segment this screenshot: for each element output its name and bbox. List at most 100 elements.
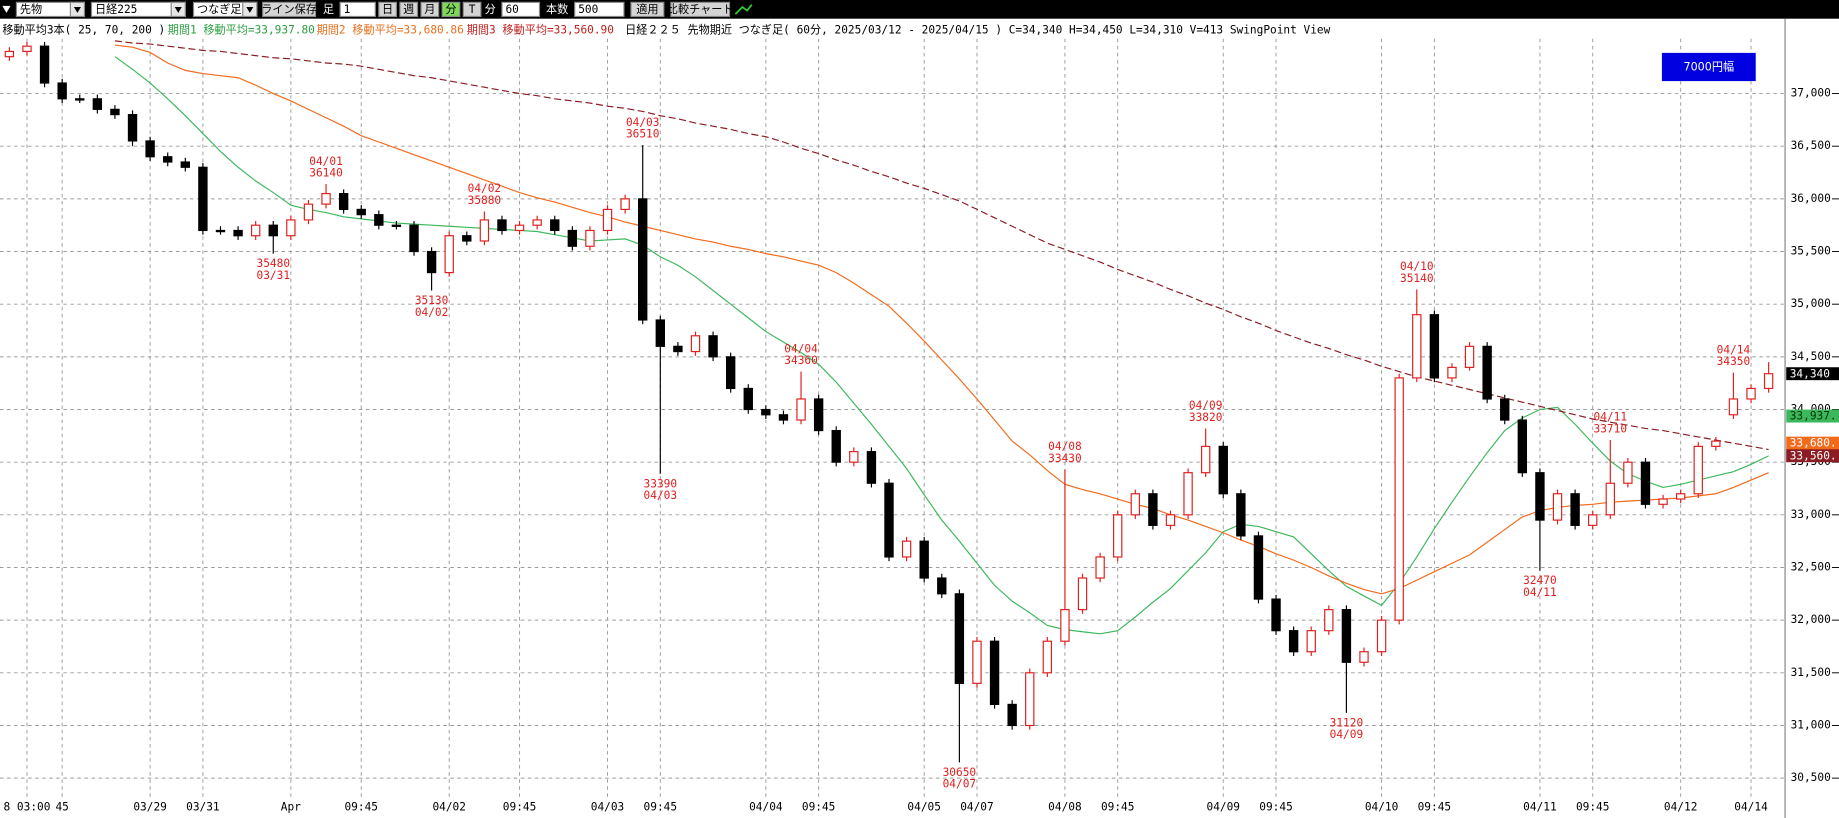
- x-tick-label: 04/10: [1365, 800, 1399, 813]
- candle-body: [303, 203, 314, 221]
- y-tick-label: 31,000: [1791, 718, 1831, 731]
- y-tick-label: 35,500: [1791, 245, 1831, 258]
- toolbar-control[interactable]: [630, 1, 665, 18]
- toolbar-label[interactable]: つなぎ足: [197, 2, 242, 16]
- candle-body: [813, 398, 824, 432]
- candle-body: [620, 198, 630, 210]
- candle-body: [708, 335, 718, 358]
- price-tag: [1786, 367, 1839, 381]
- toolbar-label[interactable]: 分: [445, 3, 456, 16]
- swing-date: 04/02: [415, 306, 449, 319]
- x-tick-label: 04/07: [960, 800, 994, 813]
- range-badge-text: 7000円幅: [1684, 61, 1735, 74]
- y-tick-label: 37,000: [1791, 87, 1831, 100]
- swing-value: 30650: [943, 766, 977, 779]
- swing-value: 34360: [784, 354, 818, 367]
- menu-arrow[interactable]: [2, 5, 11, 13]
- candle-body: [426, 250, 437, 274]
- toolbar-label[interactable]: 週: [403, 3, 414, 16]
- candle-body: [356, 208, 366, 216]
- toolbar-label[interactable]: 500: [578, 3, 598, 16]
- price-tag: [1786, 409, 1839, 423]
- x-tick-label: 09:45: [1418, 800, 1452, 813]
- swing-value: 33390: [644, 477, 678, 490]
- candle-body: [1306, 630, 1316, 653]
- candle-body: [338, 193, 349, 210]
- toolbar-label[interactable]: ライン保存: [261, 2, 317, 16]
- dropdown-arrow[interactable]: [246, 7, 254, 13]
- y-tick-label: 31,500: [1791, 666, 1831, 679]
- candle-body: [1183, 472, 1193, 516]
- swing-value: 36510: [626, 128, 660, 141]
- candle-body: [1482, 345, 1492, 400]
- candle-body: [127, 114, 138, 142]
- toolbar-label[interactable]: 1: [344, 3, 351, 16]
- x-tick-label: 04/14: [1734, 800, 1768, 813]
- toolbar-control[interactable]: [399, 1, 419, 18]
- chart-icon[interactable]: [734, 4, 753, 15]
- toolbar-label[interactable]: 日: [382, 3, 393, 16]
- moving-average-line: [114, 44, 1769, 595]
- swing-value: 36140: [309, 167, 343, 180]
- x-tick-label: 04/02: [432, 800, 466, 813]
- candle-body: [1148, 493, 1158, 526]
- header-text: 移動平均3本( 25, 70, 200 ): [2, 23, 165, 37]
- toolbar-label: 分: [485, 3, 496, 16]
- candle-body: [409, 224, 419, 253]
- toolbar-label[interactable]: 適用: [636, 2, 658, 16]
- toolbar-label: 本数: [546, 2, 568, 16]
- x-tick-label: 04/05: [907, 800, 941, 813]
- toolbar-label[interactable]: 60: [505, 3, 518, 16]
- swing-date: 03/31: [257, 269, 291, 282]
- swing-value: 33710: [1594, 422, 1628, 435]
- x-tick-label: 09:45: [344, 800, 378, 813]
- toolbar-label[interactable]: 先物: [20, 2, 42, 16]
- candle-body: [1447, 366, 1457, 379]
- candle-body: [1588, 514, 1598, 526]
- toolbar-control[interactable]: [670, 1, 731, 18]
- candle-body: [110, 108, 120, 116]
- candle-body: [778, 414, 789, 421]
- candle-body: [233, 229, 243, 237]
- candle-body: [198, 166, 208, 232]
- x-tick-label: 04/12: [1664, 800, 1698, 813]
- swing-date: 04/08: [1048, 440, 1082, 453]
- candle-body: [1253, 535, 1264, 600]
- swing-value: 33430: [1048, 452, 1082, 465]
- candle-body: [831, 429, 841, 463]
- toolbar-control[interactable]: [501, 1, 541, 18]
- candle-body: [1746, 387, 1756, 400]
- y-tick-label: 36,500: [1791, 139, 1831, 152]
- swing-date: 04/11: [1594, 411, 1628, 424]
- toolbar-label[interactable]: 日経225: [95, 3, 137, 16]
- y-tick-label: 32,500: [1791, 560, 1831, 573]
- candle-body: [163, 156, 173, 163]
- toolbar-control[interactable]: [574, 1, 625, 18]
- x-tick-label: 03/31: [186, 800, 220, 813]
- toolbar-control[interactable]: [420, 1, 440, 18]
- candle-body: [1412, 314, 1422, 379]
- candle-body: [690, 335, 701, 353]
- toolbar-label[interactable]: 月: [424, 3, 435, 16]
- toolbar-label: 足: [323, 3, 334, 16]
- toolbar-control[interactable]: [262, 1, 317, 18]
- candle-body: [585, 229, 595, 247]
- x-tick-label: 8 03:00: [4, 800, 51, 813]
- toolbar-control[interactable]: [462, 1, 482, 18]
- y-tick-label: 36,000: [1791, 192, 1831, 205]
- dropdown-arrow[interactable]: [174, 7, 182, 13]
- toolbar-label[interactable]: T: [469, 3, 476, 16]
- toolbar-label[interactable]: 比較チャート: [667, 2, 734, 16]
- candle-body: [1077, 577, 1088, 611]
- candle-body: [1060, 609, 1070, 642]
- y-tick-label: 35,000: [1791, 297, 1831, 310]
- swing-value: 35880: [468, 194, 502, 207]
- swing-value: 32470: [1523, 574, 1557, 587]
- toolbar-control[interactable]: [441, 1, 461, 18]
- dropdown-arrow[interactable]: [73, 7, 81, 13]
- candle-body: [725, 356, 736, 390]
- candle-body: [286, 219, 296, 237]
- toolbar-control[interactable]: [339, 1, 376, 18]
- candle-body: [268, 224, 278, 237]
- toolbar-control[interactable]: [378, 1, 398, 18]
